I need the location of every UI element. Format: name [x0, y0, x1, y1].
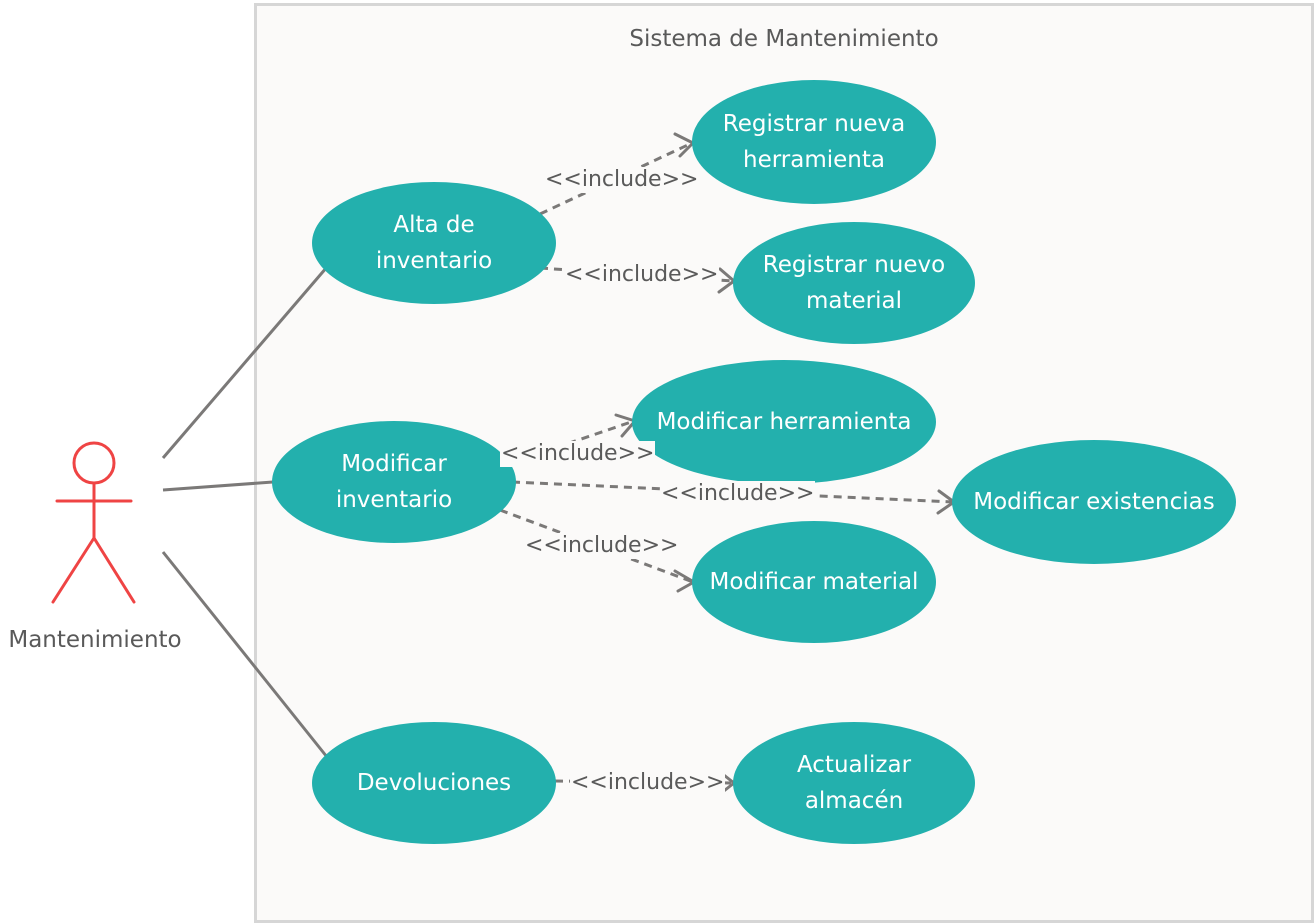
include-label-modificar-existencias: <<include>> [660, 481, 816, 507]
usecase-shape-registrar-material [733, 222, 975, 344]
usecase-actualizar-almacen[interactable]: Actualizar almacén [774, 737, 934, 829]
include-label-registrar-herramienta: <<include>> [544, 167, 700, 193]
usecase-label: Devoluciones [356, 770, 512, 796]
usecase-shape-alta [312, 182, 556, 304]
actor-head [72, 441, 116, 485]
association-alta [161, 266, 329, 459]
include-label-modificar-material: <<include>> [524, 533, 680, 559]
usecase-registrar-material[interactable]: Registrar nuevo material [744, 237, 964, 329]
usecase-label: Modificar existencias [973, 489, 1215, 515]
usecase-shape-modificar-material [692, 521, 936, 643]
usecase-label: Actualizar almacén [796, 752, 912, 814]
usecase-shape-modificar-existencias [952, 440, 1236, 564]
usecase-modificar-inventario[interactable]: Modificar inventario [316, 436, 472, 528]
usecase-registrar-herramienta[interactable]: Registrar nueva herramienta [700, 96, 928, 188]
actor-figure [51, 441, 136, 604]
include-label-actualizar-almacen: <<include>> [570, 770, 726, 796]
usecase-label: Registrar nueva herramienta [722, 111, 906, 173]
system-title: Sistema de Mantenimiento [629, 26, 939, 52]
usecase-shape-modificar-inventario [272, 421, 516, 543]
usecase-label: Modificar inventario [335, 451, 453, 513]
include-label-modificar-herramienta: <<include>> [500, 441, 656, 467]
usecase-label: Registrar nuevo material [762, 252, 946, 314]
usecase-shape-registrar-herramienta [692, 80, 936, 204]
usecase-modificar-existencias[interactable]: Modificar existencias [954, 482, 1234, 522]
usecase-label: Modificar herramienta [656, 409, 912, 435]
usecase-shape-modificar-herramienta [632, 360, 936, 484]
arrowhead-registrar-herramienta [673, 132, 695, 158]
usecase-shape-actualizar-almacen [733, 722, 975, 844]
include-label-registrar-material: <<include>> [564, 262, 720, 288]
include-edge-modificar-herramienta [501, 419, 635, 468]
actor-name: Mantenimiento [8, 627, 182, 653]
usecase-alta-inventario[interactable]: Alta de inventario [356, 197, 512, 289]
usecase-shape-devoluciones [312, 722, 556, 844]
usecase-label: Modificar material [709, 569, 919, 595]
association-modificar [162, 480, 274, 492]
usecase-modificar-herramienta[interactable]: Modificar herramienta [636, 402, 932, 442]
arrowhead-modificar-herramienta [614, 413, 637, 438]
actor-right-leg [92, 536, 136, 604]
usecase-devoluciones[interactable]: Devoluciones [334, 763, 534, 803]
usecase-label: Alta de inventario [375, 212, 493, 274]
usecase-modificar-material[interactable]: Modificar material [694, 562, 934, 602]
actor-left-leg [51, 536, 96, 604]
arrowhead-modificar-material [673, 569, 696, 593]
association-devoluciones [161, 551, 329, 758]
include-edge-modificar-existencias [511, 480, 954, 504]
